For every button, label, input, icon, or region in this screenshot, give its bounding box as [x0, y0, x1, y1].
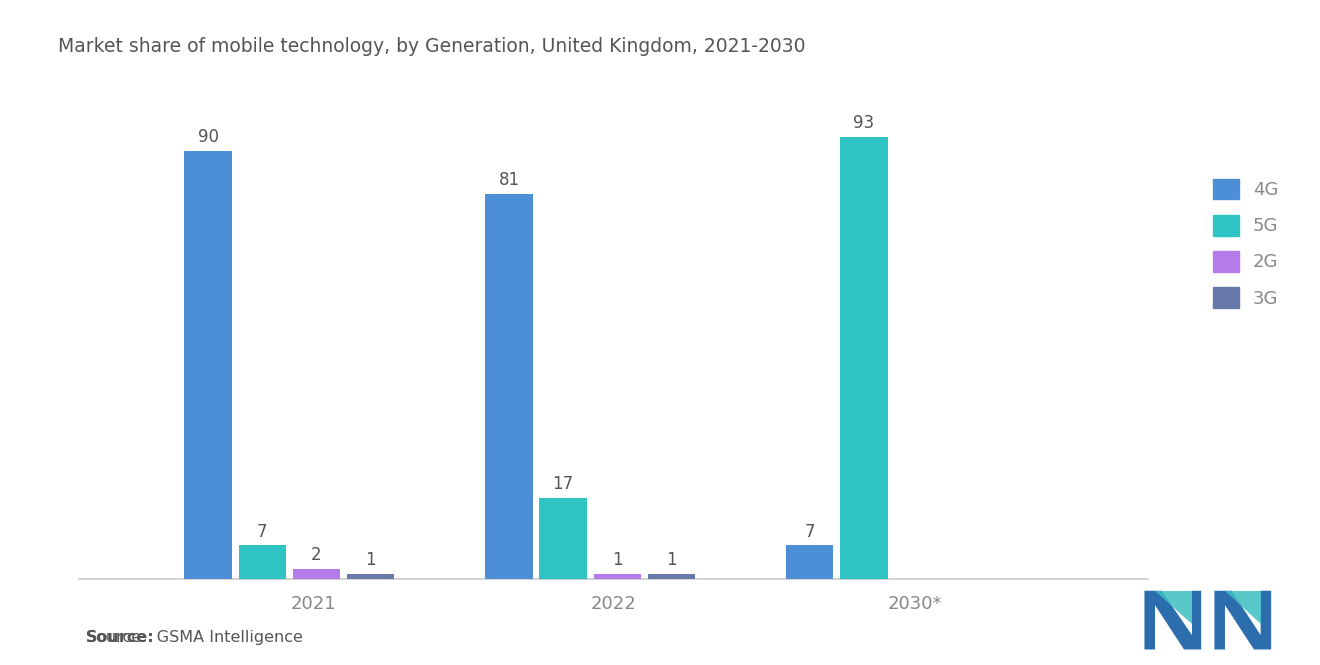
Text: 7: 7: [257, 523, 268, 541]
Text: Source:  GSMA Intelligence: Source: GSMA Intelligence: [86, 630, 302, 645]
Text: 2: 2: [312, 547, 322, 565]
Polygon shape: [1214, 591, 1271, 650]
Bar: [787, 545, 833, 579]
Bar: [486, 194, 532, 579]
Polygon shape: [1144, 591, 1201, 650]
Text: 1: 1: [366, 551, 376, 569]
Text: 93: 93: [853, 114, 874, 132]
Polygon shape: [1225, 591, 1261, 624]
Bar: [239, 545, 286, 579]
Bar: [648, 574, 696, 579]
Legend: 4G, 5G, 2G, 3G: 4G, 5G, 2G, 3G: [1213, 179, 1278, 308]
Text: 1: 1: [667, 551, 677, 569]
Bar: [293, 569, 341, 579]
Text: 1: 1: [612, 551, 623, 569]
Text: 7: 7: [804, 523, 814, 541]
Text: 90: 90: [198, 128, 219, 146]
Bar: [540, 498, 586, 579]
Text: Market share of mobile technology, by Generation, United Kingdom, 2021-2030: Market share of mobile technology, by Ge…: [58, 37, 805, 56]
Text: 17: 17: [553, 475, 574, 493]
Bar: [594, 574, 642, 579]
Bar: [185, 151, 232, 579]
Bar: [347, 574, 395, 579]
Text: Source:: Source:: [86, 630, 154, 645]
Polygon shape: [1155, 591, 1192, 624]
Text: 81: 81: [499, 171, 520, 189]
Bar: [841, 137, 887, 579]
